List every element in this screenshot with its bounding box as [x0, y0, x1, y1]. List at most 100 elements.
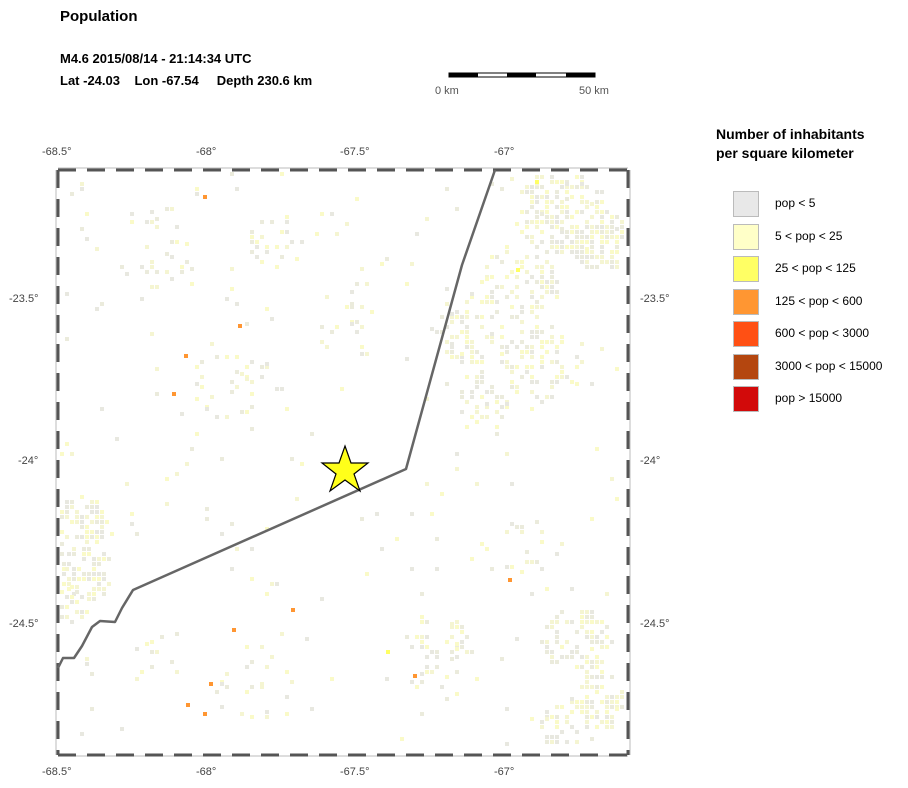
pop-cell	[610, 695, 614, 699]
pop-cell	[555, 240, 559, 244]
pop-cell	[150, 640, 154, 644]
pop-cell	[600, 210, 604, 214]
pop-cell	[615, 235, 619, 239]
pop-cell	[480, 380, 484, 384]
map-frame	[56, 168, 630, 757]
pop-cell	[590, 705, 594, 709]
pop-cell	[610, 225, 614, 229]
pop-cell	[580, 342, 584, 346]
pop-cell	[580, 700, 584, 704]
pop-cell	[550, 220, 554, 224]
pop-cell	[545, 210, 549, 214]
pop-cell	[560, 705, 564, 709]
event-info: M4.6 2015/08/14 - 21:14:34 UTC	[60, 51, 252, 66]
pop-cell	[555, 630, 559, 634]
pop-cell	[590, 245, 594, 249]
pop-cell	[325, 345, 329, 349]
pop-cell	[525, 560, 529, 564]
pop-cell	[525, 190, 529, 194]
pop-cell	[485, 402, 489, 406]
pop-cell	[490, 332, 494, 336]
pop-cell	[490, 390, 494, 394]
pop-cell	[590, 635, 594, 639]
pop-cell	[510, 365, 514, 369]
pop-cell	[555, 660, 559, 664]
pop-cell	[575, 230, 579, 234]
pop-cell	[410, 512, 414, 516]
location-info: Lat -24.03 Lon -67.54 Depth 230.6 km	[60, 73, 312, 88]
pop-cell	[555, 735, 559, 739]
pop-cell	[85, 657, 89, 661]
legend-swatch	[733, 256, 759, 282]
pop-cell	[455, 620, 459, 624]
pop-cell	[130, 220, 134, 224]
pop-cell	[102, 577, 106, 581]
pop-cell	[270, 220, 274, 224]
pop-cell	[77, 577, 81, 581]
pop-cell-high	[209, 682, 213, 686]
pop-cell	[455, 335, 459, 339]
pop-cell	[470, 650, 474, 654]
pop-cell	[510, 380, 514, 384]
pop-cell	[330, 677, 334, 681]
pop-cell	[590, 665, 594, 669]
pop-cell	[90, 520, 94, 524]
pop-cell	[460, 410, 464, 414]
pop-cell	[575, 240, 579, 244]
pop-cell	[590, 240, 594, 244]
pop-cell	[575, 650, 579, 654]
pop-cell	[535, 560, 539, 564]
pop-cell	[80, 595, 84, 599]
pop-cell	[455, 647, 459, 651]
pop-cell	[60, 452, 64, 456]
pop-cell	[245, 645, 249, 649]
pop-cell	[550, 335, 554, 339]
pop-cell	[75, 610, 79, 614]
pop-cell	[615, 227, 619, 231]
pop-cell	[92, 562, 96, 566]
pop-cell	[615, 367, 619, 371]
pop-cell	[570, 620, 574, 624]
pop-cell	[455, 655, 459, 659]
pop-cell	[480, 360, 484, 364]
pop-cell	[535, 520, 539, 524]
pop-cell	[585, 250, 589, 254]
pop-cell	[545, 717, 549, 721]
pop-cell	[80, 615, 84, 619]
pop-cell	[260, 235, 264, 239]
pop-cell	[610, 235, 614, 239]
pop-cell	[165, 252, 169, 256]
pop-cell	[475, 420, 479, 424]
pop-cell	[280, 230, 284, 234]
pop-cell	[515, 315, 519, 319]
pop-cell	[580, 240, 584, 244]
pop-cell	[90, 510, 94, 514]
pop-cell	[600, 640, 604, 644]
pop-cell	[465, 635, 469, 639]
pop-cell	[550, 290, 554, 294]
pop-cell	[495, 310, 499, 314]
pop-cell	[165, 502, 169, 506]
pop-cell	[65, 510, 69, 514]
pop-cell	[520, 350, 524, 354]
pop-cell	[500, 352, 504, 356]
pop-cell	[85, 505, 89, 509]
pop-cell	[285, 695, 289, 699]
y-tick-left-2: -24°	[18, 455, 39, 467]
pop-cell	[620, 705, 624, 709]
pop-cell	[590, 737, 594, 741]
pop-cell	[495, 432, 499, 436]
pop-cell	[585, 205, 589, 209]
pop-cell	[600, 235, 604, 239]
pop-cell	[580, 245, 584, 249]
pop-cell	[575, 630, 579, 634]
pop-cell	[70, 452, 74, 456]
pop-cell	[245, 665, 249, 669]
pop-cell	[580, 655, 584, 659]
pop-cell	[560, 230, 564, 234]
pop-cell	[485, 415, 489, 419]
pop-cell	[550, 245, 554, 249]
pop-cell	[195, 192, 199, 196]
pop-cell	[87, 572, 91, 576]
pop-cell	[560, 370, 564, 374]
